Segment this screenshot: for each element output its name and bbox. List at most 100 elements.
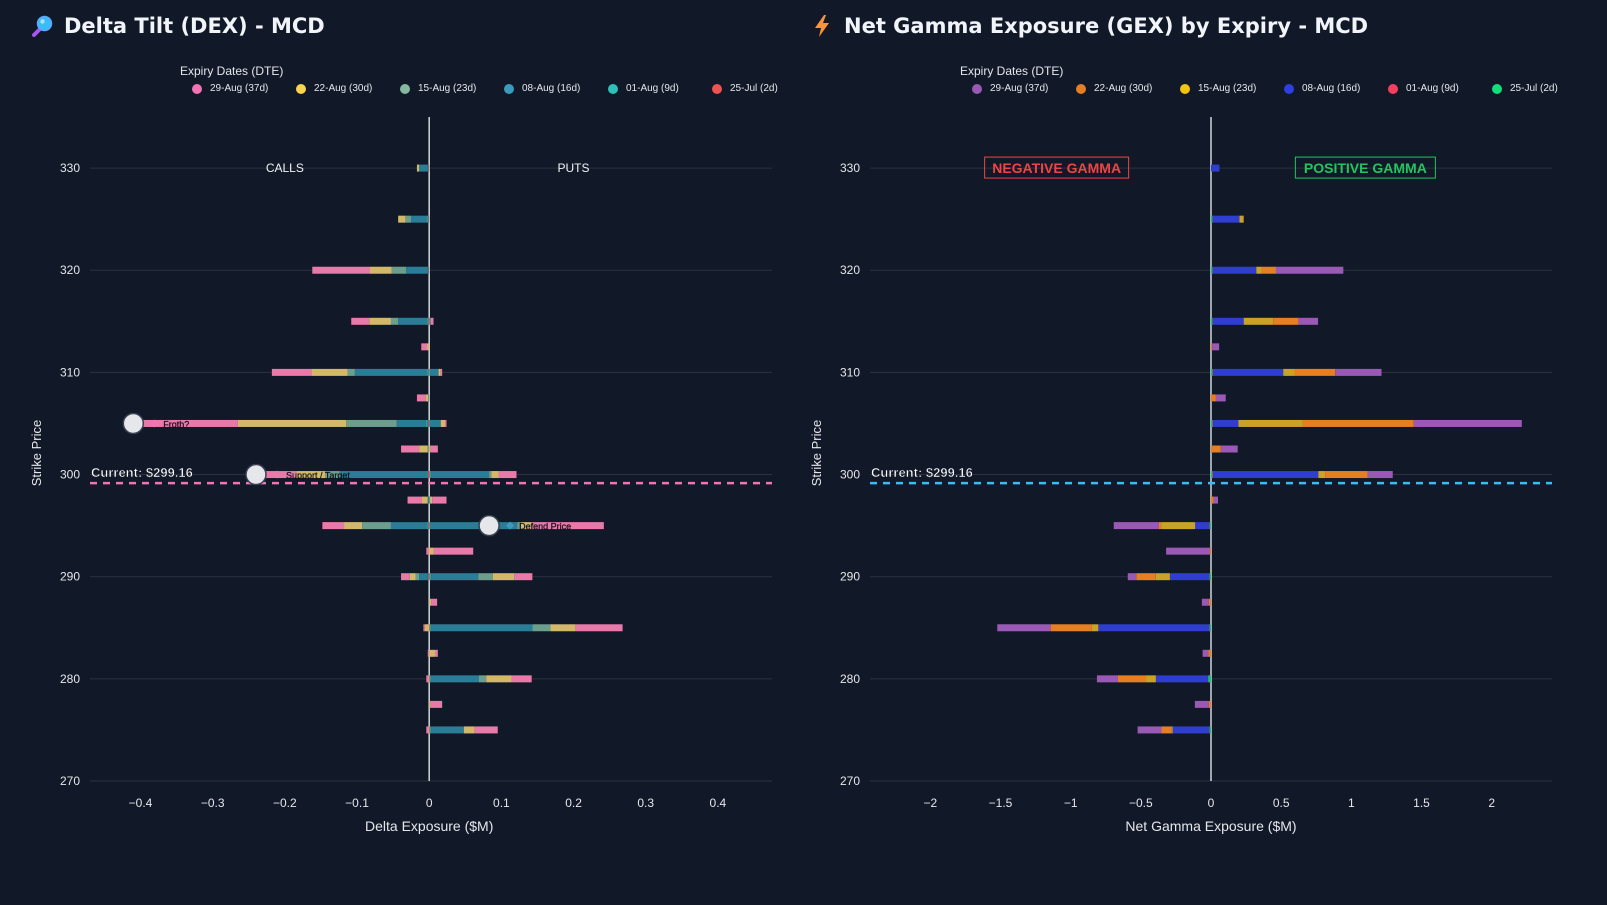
gex-bar: [1209, 522, 1211, 530]
dex-bar: [428, 394, 430, 402]
dex-bar: [271, 368, 312, 376]
gex-bar: [1212, 368, 1214, 376]
gex-y-tick-label: 290: [840, 570, 860, 584]
gex-legend-item[interactable]: 25-Jul (2d): [1492, 83, 1596, 94]
dex-legend-item[interactable]: 01-Aug (9d): [608, 83, 712, 94]
gex-y-tick-label: 280: [840, 672, 860, 686]
dex-bar: [431, 598, 438, 606]
gex-bar: [1208, 675, 1211, 683]
dex-bar: [428, 317, 430, 325]
gex-bar: [1256, 266, 1262, 274]
dex-bar: [517, 522, 521, 530]
dex-bar: [354, 368, 428, 376]
dex-legend-item[interactable]: 15-Aug (23d): [400, 83, 504, 94]
dex-bar: [428, 675, 430, 683]
dex-x-tick-label: −0.4: [129, 796, 153, 810]
dex-bar: [511, 675, 532, 683]
annotation-marker: [150, 419, 159, 428]
dex-bar: [428, 368, 430, 376]
puts-label: PUTS: [558, 161, 590, 175]
dex-bar: [440, 368, 443, 376]
gex-bar: [1367, 471, 1393, 479]
gex-legend-item[interactable]: 15-Aug (23d): [1180, 83, 1284, 94]
gex-bar: [1302, 419, 1414, 427]
gex-bar: [1209, 573, 1211, 581]
gex-bar: [1166, 547, 1210, 555]
gex-legend-item[interactable]: 29-Aug (37d): [972, 83, 1076, 94]
gex-bar: [1195, 522, 1210, 530]
gex-x-tick-label: 0: [1208, 796, 1215, 810]
gex-bar: [1298, 317, 1319, 325]
gex-bar: [1213, 368, 1284, 376]
magnifier-icon: [32, 15, 53, 37]
gex-x-tick-label: −1: [1064, 796, 1078, 810]
dex-bar: [396, 419, 426, 427]
dex-bar: [296, 471, 326, 479]
gex-bar: [1091, 624, 1099, 632]
dex-bar: [369, 317, 391, 325]
dex-bar: [429, 317, 430, 325]
dex-bar: [463, 726, 475, 734]
dex-bar: [429, 419, 441, 427]
dex-bar: [322, 522, 345, 530]
dex-bar: [428, 215, 430, 223]
dex-bar: [427, 471, 430, 479]
dex-y-tick-label: 300: [60, 468, 80, 482]
dex-bar: [432, 496, 447, 504]
gex-bar: [1211, 496, 1214, 504]
dex-y-tick-label: 330: [60, 161, 80, 175]
dex-legend-label: 22-Aug (30d): [314, 83, 373, 94]
gex-bar: [1211, 445, 1221, 453]
gex-bar: [1283, 368, 1295, 376]
dex-legend-item[interactable]: 29-Aug (37d): [192, 83, 296, 94]
dex-bar: [370, 266, 392, 274]
gex-legend-item[interactable]: 01-Aug (9d): [1388, 83, 1492, 94]
dex-bar: [427, 215, 429, 223]
dex-bar: [411, 215, 428, 223]
gex-legend-item[interactable]: 08-Aug (16d): [1284, 83, 1388, 94]
dex-bar: [406, 266, 428, 274]
dex-bar: [429, 726, 430, 734]
gex-bar: [1211, 317, 1213, 325]
dex-legend-item[interactable]: 25-Jul (2d): [712, 83, 816, 94]
dex-bar: [429, 675, 432, 683]
dex-bar: [474, 726, 498, 734]
gex-legend-marker: [1492, 83, 1502, 94]
dex-bar: [486, 675, 512, 683]
gex-bar: [1211, 215, 1213, 223]
gex-bar: [1275, 266, 1344, 274]
dex-bar: [237, 419, 347, 427]
dex-bar: [514, 573, 533, 581]
dex-bar: [431, 624, 533, 632]
gex-bar: [1212, 471, 1214, 479]
gex-bar: [1194, 700, 1209, 708]
dex-legend-title: Expiry Dates (DTE): [180, 64, 284, 78]
gex-legend: 29-Aug (37d) 22-Aug (30d) 15-Aug (23d) 0…: [972, 83, 1596, 94]
dex-bar: [445, 419, 447, 427]
dex-x-tick-label: −0.1: [345, 796, 369, 810]
dex-bar: [428, 266, 430, 274]
dex-bar: [427, 573, 429, 581]
dex-legend-item[interactable]: 22-Aug (30d): [296, 83, 400, 94]
gex-legend-label: 25-Jul (2d): [1510, 83, 1558, 94]
dex-bar: [421, 343, 428, 351]
dex-bar: [427, 445, 430, 453]
gex-legend-item[interactable]: 22-Aug (30d): [1076, 83, 1180, 94]
gex-legend-label: 22-Aug (30d): [1094, 83, 1153, 94]
dex-bar: [398, 215, 406, 223]
gex-legend-marker: [1284, 83, 1294, 94]
gex-bar: [1211, 419, 1213, 427]
negative-gamma-box: [984, 156, 1130, 179]
dex-bar: [426, 471, 428, 479]
dex-bar: [430, 317, 434, 325]
dex-chart-title: Delta Tilt (DEX) - MCD: [64, 14, 325, 38]
dex-chart-title-row: Delta Tilt (DEX) - MCD: [30, 14, 325, 38]
dex-legend-item[interactable]: 08-Aug (16d): [504, 83, 608, 94]
dex-bar: [421, 496, 428, 504]
dex-legend-marker: [400, 83, 410, 94]
gex-chart-title-row: Net Gamma Exposure (GEX) by Expiry - MCD: [810, 14, 1368, 38]
gex-y-tick-label: 310: [840, 365, 860, 379]
dex-x-tick-label: 0: [426, 796, 433, 810]
gex-bar: [1158, 522, 1162, 530]
dex-x-tick-label: 0.4: [710, 796, 727, 810]
